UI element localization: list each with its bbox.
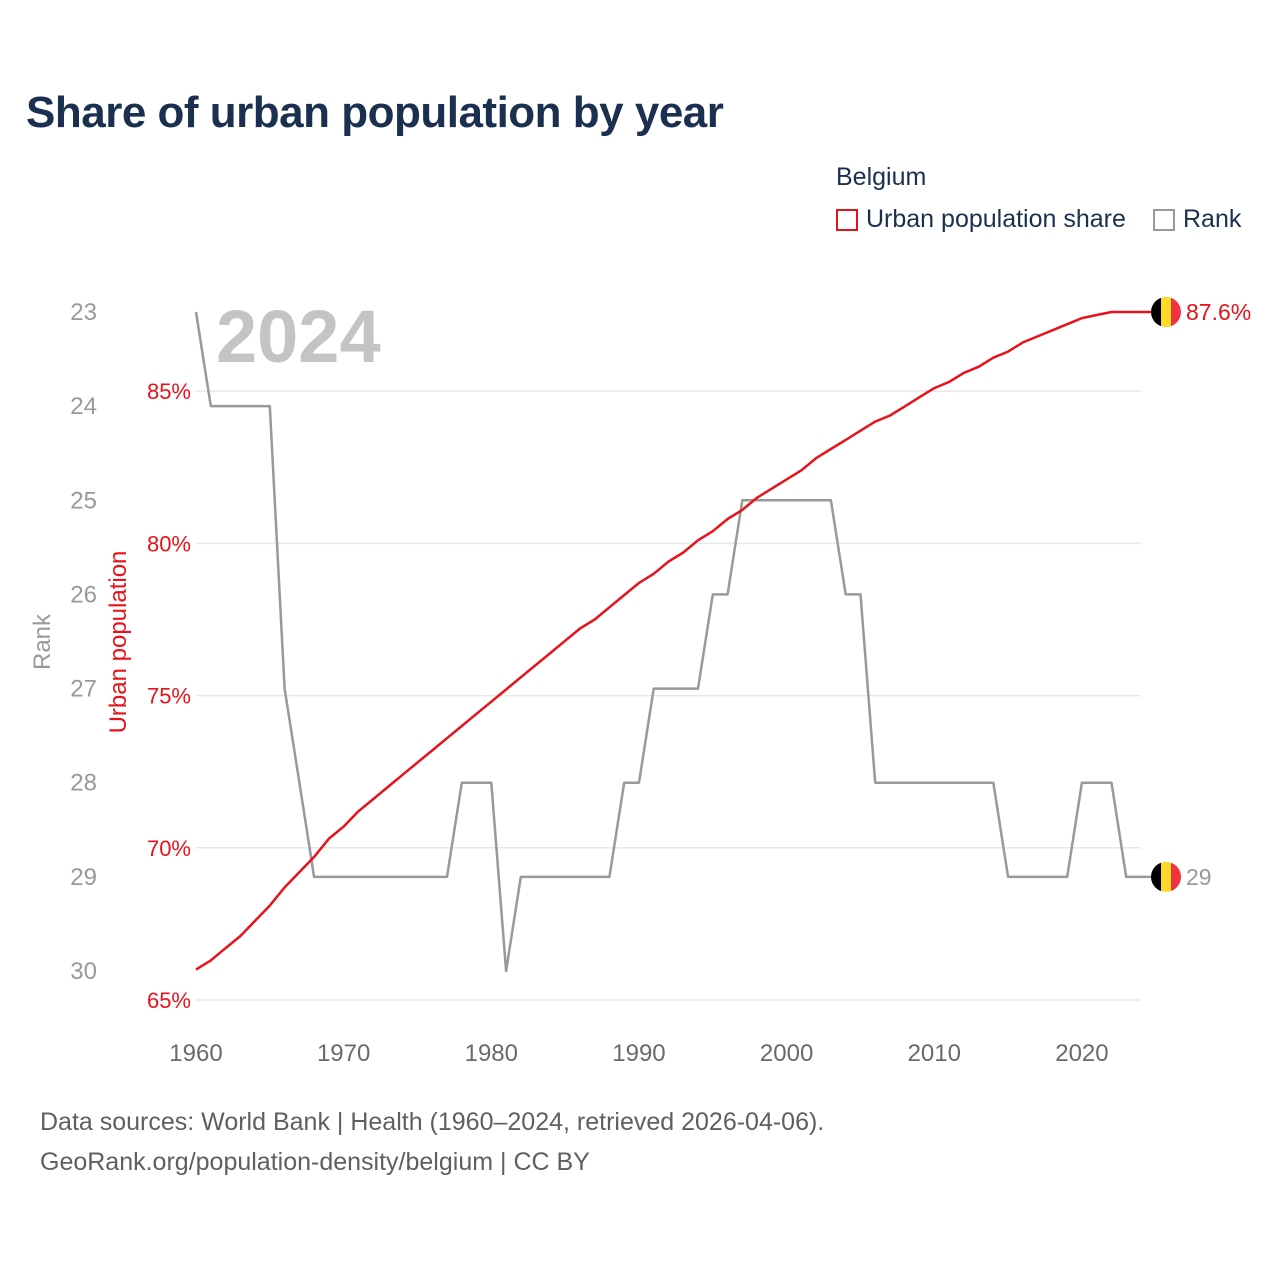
flag-icon-urban-black <box>1151 297 1161 327</box>
tick-label-x-2020: 2020 <box>1055 1040 1108 1067</box>
legend-label-urban: Urban population share <box>866 205 1126 233</box>
end-label-urban: 87.6% <box>1186 299 1251 325</box>
end-markers: 87.6% 29 <box>1141 297 1251 892</box>
axes: 65% 70% 75% 80% 85% 23 24 25 26 27 28 29 30 1960 1970 1… <box>70 299 1108 1067</box>
y-axis-label-urban: Urban population <box>105 551 132 734</box>
tick-label-x-1960: 1960 <box>169 1040 222 1067</box>
tick-label-x-2010: 2010 <box>908 1040 961 1067</box>
tick-label-x-1980: 1980 <box>465 1040 518 1067</box>
tick-label-rank-27: 27 <box>70 676 97 703</box>
flag-icon-urban <box>1151 297 1181 327</box>
legend-swatch-rank <box>1153 208 1175 231</box>
tick-label-rank-23: 23 <box>70 299 97 326</box>
flag-icon-urban-yellow <box>1161 297 1171 327</box>
footer-license: GeoRank.org/population-density/belgium |… <box>40 1148 590 1176</box>
tick-label-urban-85: 85% <box>147 379 191 404</box>
footer-sources: Data sources: World Bank | Health (1960–… <box>40 1108 825 1136</box>
legend-item-rank[interactable]: Rank <box>1153 205 1241 234</box>
flag-icon-rank-black <box>1151 861 1161 892</box>
tick-label-rank-25: 25 <box>70 487 97 514</box>
legend-group-label: Belgium <box>836 163 927 191</box>
tick-label-x-2000: 2000 <box>760 1040 813 1067</box>
tick-label-x-1970: 1970 <box>317 1040 370 1067</box>
urban-series <box>195 310 1141 971</box>
tick-label-rank-28: 28 <box>70 770 97 797</box>
flag-icon-urban-red <box>1171 297 1181 327</box>
flag-icon-rank-red <box>1171 861 1181 892</box>
tick-label-urban-80: 80% <box>147 531 191 556</box>
y-axis-label-rank: Rank <box>29 613 56 670</box>
tick-label-urban-70: 70% <box>147 836 191 861</box>
urban-line <box>195 310 1141 971</box>
tick-label-x-1990: 1990 <box>612 1040 665 1067</box>
tick-label-urban-65: 65% <box>147 988 191 1013</box>
year-watermark: 2024 <box>216 295 381 378</box>
flag-icon-rank <box>1151 861 1181 892</box>
rank-line <box>194 311 1141 973</box>
rank-series <box>194 311 1141 973</box>
flag-icon-rank-yellow <box>1161 861 1171 892</box>
legend-label-rank: Rank <box>1183 205 1242 233</box>
tick-label-rank-24: 24 <box>70 393 97 420</box>
end-label-rank: 29 <box>1186 864 1212 890</box>
legend-item-urban[interactable]: Urban population share <box>836 205 1126 234</box>
gridlines <box>196 390 1141 1001</box>
tick-label-rank-30: 30 <box>70 958 97 985</box>
tick-label-urban-75: 75% <box>147 684 191 709</box>
tick-label-rank-26: 26 <box>70 581 97 608</box>
chart-title: Share of urban population by year <box>26 88 724 137</box>
legend-swatch-urban <box>836 208 858 231</box>
tick-label-rank-29: 29 <box>70 864 97 891</box>
